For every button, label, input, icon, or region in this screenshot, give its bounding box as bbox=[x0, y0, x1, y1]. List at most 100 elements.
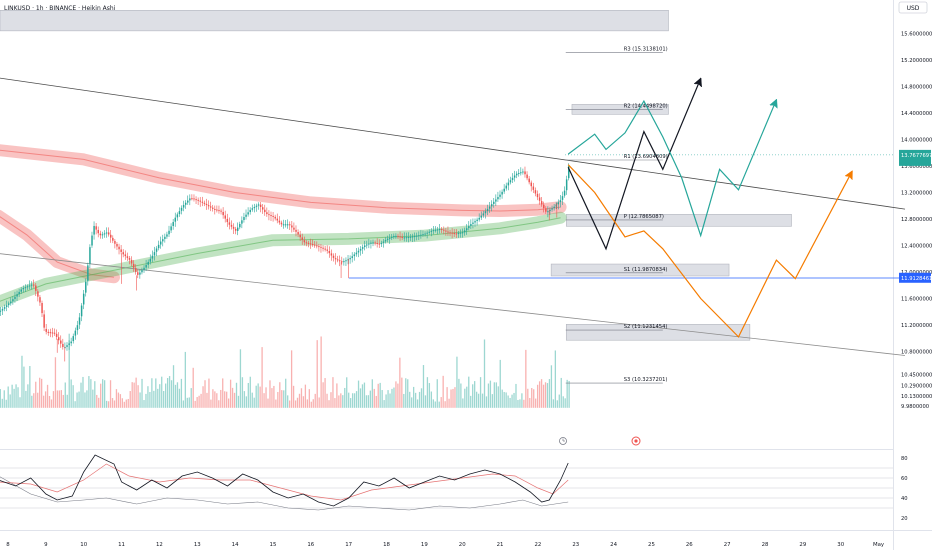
candle-body bbox=[174, 217, 177, 222]
volume-bar bbox=[206, 392, 208, 408]
candle-body bbox=[468, 226, 470, 229]
volume-bar bbox=[200, 393, 202, 408]
volume-bar bbox=[9, 394, 11, 408]
volume-bar bbox=[509, 397, 511, 408]
volume-bar bbox=[442, 375, 444, 408]
volume-bar bbox=[373, 388, 375, 408]
candle-body bbox=[513, 175, 516, 178]
x-tick-label: 18 bbox=[383, 542, 390, 548]
candle-body bbox=[60, 340, 62, 344]
candle-body bbox=[130, 259, 133, 264]
volume-bar bbox=[202, 386, 204, 408]
volume-bar bbox=[399, 357, 401, 408]
event-flag-icon[interactable] bbox=[631, 436, 641, 446]
volume-bar bbox=[324, 378, 326, 408]
volume-bar bbox=[350, 398, 352, 408]
volume-bar bbox=[103, 380, 106, 408]
volume-bar bbox=[170, 380, 173, 408]
candle-body bbox=[264, 209, 266, 213]
volume-bar bbox=[231, 387, 234, 408]
symbol-line: LINKUSD · 1h · BINANCE · Heikin Ashi bbox=[4, 5, 116, 12]
volume-bar bbox=[515, 383, 517, 408]
volume-bar bbox=[365, 395, 368, 408]
volume-bar bbox=[338, 395, 340, 408]
volume-bar bbox=[342, 395, 344, 408]
volume-bar bbox=[155, 378, 157, 408]
candle-body bbox=[251, 208, 254, 210]
volume-bar bbox=[145, 393, 147, 408]
currency-badge[interactable]: USD bbox=[898, 1, 928, 14]
candle-body bbox=[405, 237, 408, 239]
candle-body bbox=[170, 226, 172, 231]
x-tick-label: 27 bbox=[724, 542, 731, 548]
candle-body bbox=[178, 211, 181, 215]
volume-bar bbox=[363, 382, 366, 408]
trendline-1 bbox=[0, 77, 906, 210]
candle-body bbox=[443, 229, 445, 231]
candle-body bbox=[51, 332, 54, 334]
clock-icon[interactable] bbox=[559, 437, 567, 445]
candle-body bbox=[307, 242, 310, 244]
volume-bar bbox=[1, 398, 3, 408]
volume-bar bbox=[507, 395, 509, 408]
candle-body bbox=[297, 232, 299, 235]
price-axis[interactable]: 15.6000000 15.2000000 14.8000000 14.4000000… bbox=[565, 32, 932, 410]
volume-bar bbox=[332, 377, 334, 408]
volume-bar bbox=[375, 395, 377, 408]
level-price-label: 11.9128461 bbox=[901, 276, 932, 282]
volume-bar bbox=[212, 389, 214, 408]
volume-bar bbox=[440, 397, 442, 408]
volume-bar bbox=[503, 391, 505, 408]
candle-body bbox=[357, 250, 360, 253]
volume-bar bbox=[84, 392, 86, 408]
candle-body bbox=[559, 200, 562, 203]
candle-body bbox=[530, 182, 533, 187]
y-tick-label: 12.4000000 bbox=[901, 244, 932, 250]
candle-body bbox=[303, 240, 306, 243]
candle-body bbox=[35, 285, 37, 291]
candle-body bbox=[459, 232, 462, 234]
candle-body bbox=[120, 249, 122, 252]
candle-body bbox=[413, 236, 416, 238]
candle-body bbox=[241, 220, 243, 224]
volume-bar bbox=[403, 393, 405, 408]
candle-body bbox=[353, 254, 356, 257]
volume-bar bbox=[135, 377, 137, 408]
volume-bar bbox=[389, 393, 391, 408]
candle-body bbox=[482, 213, 485, 216]
volume-bar bbox=[265, 387, 267, 408]
volume-bar bbox=[411, 397, 413, 408]
volume-bar bbox=[558, 394, 560, 408]
volume-bar bbox=[279, 382, 281, 408]
time-axis[interactable]: 8 9 10 11 12 13 14 15 16 17 18 19 20 21 22 23 24 25 26 27 28… bbox=[6, 542, 885, 548]
volume-bar bbox=[310, 401, 312, 408]
x-tick-label: 15 bbox=[270, 542, 277, 548]
volume-bar bbox=[257, 383, 259, 408]
candle-body bbox=[349, 258, 351, 260]
volume-bar bbox=[281, 390, 283, 408]
volume-bar bbox=[387, 390, 389, 408]
candle-body bbox=[393, 235, 395, 237]
x-tick-label: 20 bbox=[459, 542, 466, 548]
volume-bar bbox=[100, 383, 102, 408]
volume-bar bbox=[348, 392, 350, 408]
volume-bar bbox=[52, 391, 55, 408]
volume-bar bbox=[395, 381, 397, 408]
candle-body bbox=[309, 243, 312, 245]
candle-body bbox=[47, 331, 50, 333]
candle-body bbox=[380, 242, 383, 245]
volume-bar bbox=[316, 340, 318, 408]
volume-bar bbox=[237, 395, 240, 408]
volume-bar bbox=[397, 383, 399, 408]
volume-bar bbox=[46, 384, 49, 408]
candle-body bbox=[218, 210, 220, 212]
pivot-label: R3 (15.3138101) bbox=[624, 46, 668, 52]
rsi-ma-line bbox=[0, 463, 569, 501]
volume-bar bbox=[391, 388, 393, 408]
candle-body bbox=[478, 217, 480, 220]
candle-body bbox=[359, 248, 362, 251]
candle-body bbox=[268, 214, 270, 216]
volume-bar bbox=[535, 398, 537, 408]
